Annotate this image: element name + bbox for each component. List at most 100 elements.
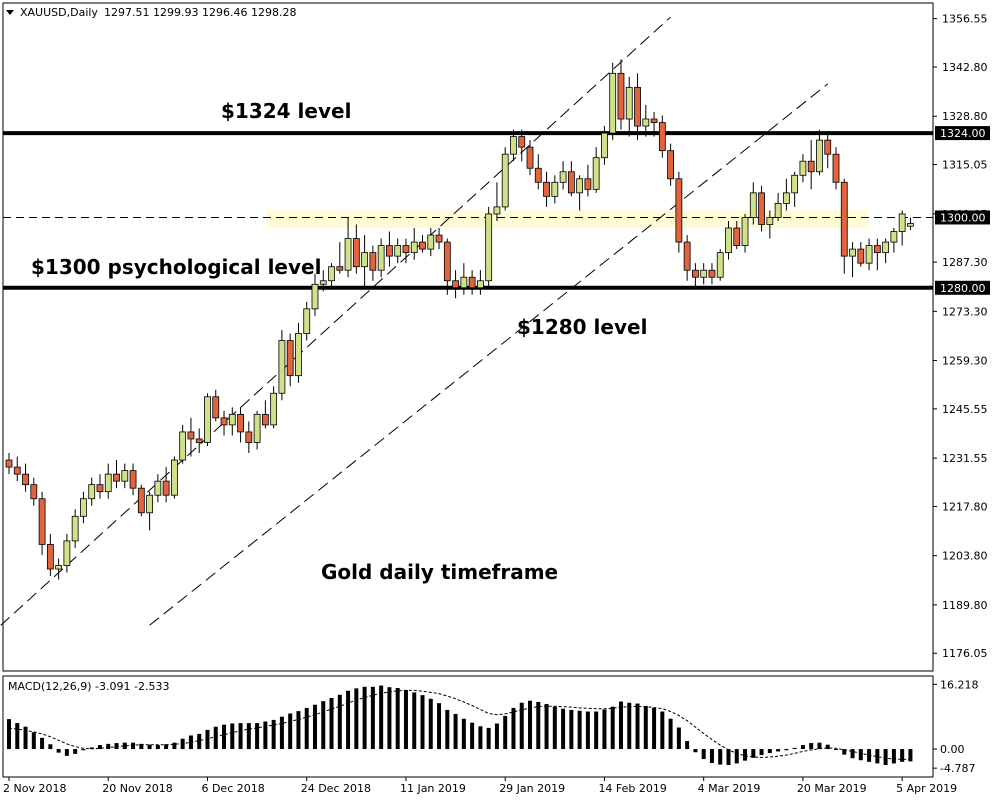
candle-body [650, 118, 658, 123]
candle-body [873, 245, 881, 254]
level-price-tag-label: 1324.00 [940, 127, 986, 140]
macd-histogram-bar [850, 749, 855, 759]
candle [113, 460, 120, 489]
candle [816, 129, 823, 176]
candle [319, 270, 327, 292]
candle-body [13, 466, 21, 475]
candle [237, 407, 244, 443]
candle-body [708, 269, 716, 278]
candle [782, 178, 790, 211]
candle [840, 178, 848, 274]
candle [295, 322, 302, 383]
macd-histogram-bar [784, 749, 789, 751]
candle [749, 182, 757, 225]
macd-histogram-bar [618, 701, 623, 750]
candle-body [377, 245, 385, 271]
candle [204, 393, 211, 446]
candle-body [758, 192, 765, 225]
macd-histogram-bar [726, 749, 731, 766]
candle-body [410, 241, 418, 254]
candle-body [460, 276, 468, 289]
macd-histogram-bar [693, 749, 698, 753]
macd-histogram-bar [594, 711, 599, 750]
candle-body [468, 276, 476, 289]
candle-body [80, 498, 87, 517]
macd-histogram-bar [155, 745, 160, 750]
macd-histogram-bar [246, 723, 251, 750]
candle-body [667, 150, 674, 180]
candle [882, 238, 890, 264]
candle-body [419, 241, 426, 250]
candle [460, 263, 468, 295]
macd-histogram-bar [561, 708, 566, 750]
price-tick-label: 1217.80 [942, 500, 988, 513]
candle [534, 154, 542, 190]
candle-body [601, 132, 608, 159]
macd-histogram-bar [213, 726, 218, 750]
macd-histogram-bar [312, 704, 317, 750]
price-axis: 1356.551342.801328.801315.051301.051287.… [933, 13, 990, 660]
candle [212, 389, 220, 422]
candle-body [427, 234, 435, 250]
candle-body [692, 269, 699, 278]
macd-histogram-bar [825, 744, 830, 750]
price-tick-label: 1176.05 [942, 647, 988, 660]
candle [13, 456, 21, 482]
macd-histogram-bar [776, 749, 781, 752]
candle-body [261, 413, 269, 426]
candle [617, 59, 625, 130]
candle [129, 463, 137, 496]
macd-histogram-bar [883, 749, 888, 766]
candle-body [642, 118, 650, 127]
candle-body [443, 241, 451, 282]
macd-histogram-bar [668, 718, 673, 750]
macd-histogram-bar [428, 698, 433, 750]
price-tick-label: 1189.80 [942, 599, 988, 612]
candle-body [71, 515, 79, 542]
macd-histogram-bar [114, 743, 119, 750]
time-tick-label: 2 Nov 2018 [3, 782, 66, 795]
candle-body [38, 498, 46, 545]
candle-body [576, 178, 584, 194]
macd-histogram-bar [395, 687, 400, 750]
candle-body [617, 72, 625, 120]
candle [708, 263, 716, 285]
candle [443, 238, 451, 295]
candle-body [435, 234, 443, 243]
macd-axis: 16.218 0.00 -4.787 [933, 678, 979, 775]
candle-body [63, 540, 71, 566]
macd-histogram-bar [470, 722, 475, 750]
macd-histogram-bar [279, 716, 284, 750]
candle-body [5, 459, 13, 468]
candle [650, 111, 658, 137]
candle-body [286, 340, 294, 377]
macd-histogram-bar [337, 694, 342, 750]
macd-histogram-bar [627, 702, 632, 750]
candle-body [187, 431, 195, 440]
candle [245, 421, 253, 454]
macd-histogram-bar [412, 692, 417, 750]
candle-body [683, 241, 691, 271]
dropdown-triangle-icon[interactable] [6, 10, 14, 15]
macd-histogram-bar [255, 723, 260, 750]
candle-body [154, 480, 162, 496]
candle [576, 175, 584, 211]
macd-histogram-bar [56, 749, 61, 753]
macd-histogram-bar [908, 749, 913, 762]
ohlc-values: 1297.51 1299.93 1296.46 1298.28 [104, 6, 296, 19]
macd-histogram-bar [403, 689, 408, 750]
price-tick-label: 1273.30 [942, 305, 988, 318]
macd-histogram-bar [15, 723, 20, 750]
candle [625, 76, 633, 137]
candle-body [749, 192, 757, 218]
candle-body [278, 340, 286, 394]
candle [427, 228, 435, 257]
candle-body [402, 245, 410, 254]
candle-body [195, 438, 203, 443]
candle-body [295, 333, 302, 377]
label-1324-level: $1324 level [221, 99, 351, 123]
macd-histogram-bar [800, 745, 805, 750]
candle-body [228, 413, 236, 426]
macd-histogram-bar [734, 749, 739, 764]
price-tick-label: 1203.80 [942, 550, 988, 563]
